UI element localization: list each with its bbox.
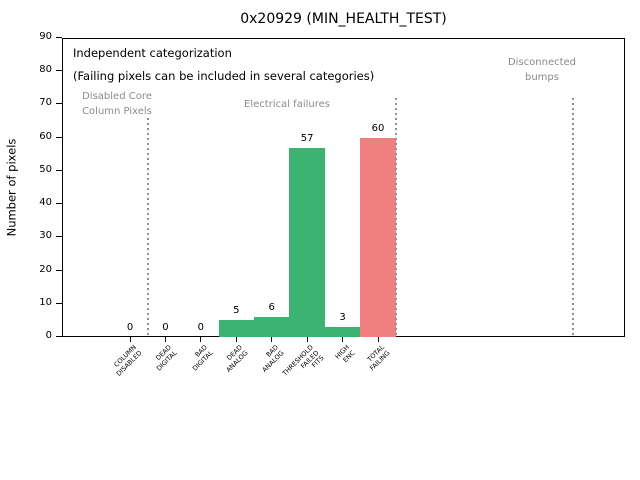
x-tick xyxy=(271,337,273,342)
section-label-electrical-failures: Electrical failures xyxy=(244,99,330,110)
y-tick-label: 60 xyxy=(39,130,52,142)
y-tick-label: 40 xyxy=(39,197,52,209)
bar-value-label: 0 xyxy=(197,322,205,333)
bar-value-label: 0 xyxy=(162,322,169,333)
x-tick xyxy=(306,337,308,342)
bar xyxy=(324,327,361,337)
bar-value-label: 57 xyxy=(300,132,314,144)
bar-value-label: 0 xyxy=(126,322,134,333)
section-label-disconnected-bumps: Disconnected bumps xyxy=(507,57,577,83)
x-tick xyxy=(342,337,344,342)
bar xyxy=(289,147,325,337)
y-tick-label: 80 xyxy=(39,64,52,76)
bar xyxy=(218,320,254,337)
y-tick xyxy=(56,70,62,72)
y-tick-label: 70 xyxy=(39,97,52,109)
section-label-disabled-core-column-pixels: Disabled Core Column Pixels xyxy=(82,91,152,117)
y-tick-label: 50 xyxy=(39,163,52,175)
y-tick xyxy=(56,203,62,205)
y-tick-label: 0 xyxy=(45,330,52,341)
y-tick-label: 30 xyxy=(39,230,52,242)
x-tick xyxy=(200,337,202,342)
x-tick xyxy=(235,337,237,342)
bar-value-label: 3 xyxy=(339,312,346,324)
x-tick xyxy=(164,337,166,342)
y-tick-label: 20 xyxy=(39,263,52,275)
y-tick xyxy=(56,103,62,105)
annotation-independent-categorization: Independent categorization xyxy=(73,46,232,60)
y-tick-label: 10 xyxy=(39,296,52,308)
bar xyxy=(254,317,290,337)
section-separator-line xyxy=(146,117,149,337)
y-axis-label: Number of pixels xyxy=(4,138,19,237)
section-separator-line xyxy=(571,97,574,337)
y-tick-label: 90 xyxy=(39,31,52,42)
bar-value-label: 5 xyxy=(233,305,240,317)
y-tick xyxy=(56,236,62,238)
y-tick xyxy=(56,37,62,38)
chart-title: 0x20929 (MIN_HEALTH_TEST) xyxy=(240,11,447,27)
y-tick xyxy=(56,136,62,138)
y-tick xyxy=(56,336,62,337)
y-tick xyxy=(56,302,62,304)
bar xyxy=(360,137,396,337)
y-tick xyxy=(56,269,62,271)
annotation-failing-pixels-note: (Failing pixels can be included in sever… xyxy=(73,69,375,83)
bar-value-label: 60 xyxy=(371,122,385,134)
y-tick xyxy=(56,169,62,171)
x-tick xyxy=(377,337,379,342)
x-tick xyxy=(129,337,131,342)
bar-value-label: 6 xyxy=(268,302,275,314)
section-separator-line xyxy=(394,97,397,337)
